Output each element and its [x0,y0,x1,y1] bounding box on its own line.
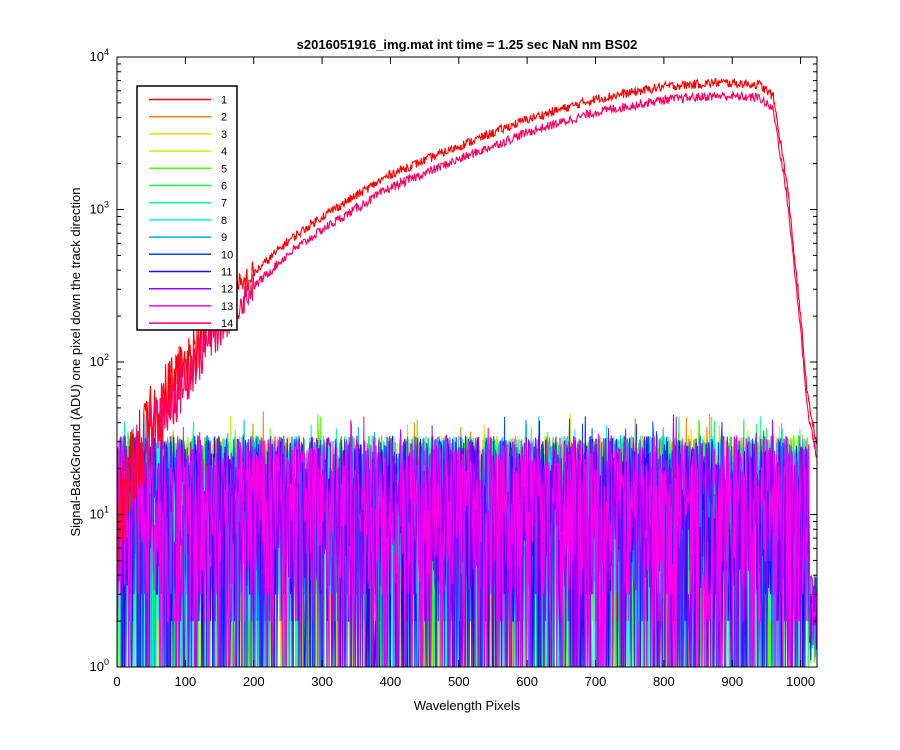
y-tick-label: 102 [90,352,109,369]
legend-label-12: 12 [221,284,233,296]
tick-layer: 0 100 200 300 400 500 600 700 800 900 100010010110… [90,47,817,689]
x-tick-label: 1000 [786,674,815,689]
x-tick-label: 800 [653,674,675,689]
x-tick-label: 0 [113,674,120,689]
legend-label-5: 5 [221,163,227,175]
legend-label-6: 6 [221,181,227,193]
legend-label-3: 3 [221,129,227,141]
x-tick-label: 700 [585,674,607,689]
x-tick-label: 900 [721,674,743,689]
x-tick-label: 100 [175,674,197,689]
legend-label-14: 14 [221,318,233,330]
y-tick-label: 100 [90,657,109,674]
legend-label-10: 10 [221,249,233,261]
y-tick-label: 101 [90,505,109,522]
chart-title: s2016051916_img.mat int time = 1.25 sec … [297,37,638,52]
legend-label-1: 1 [221,95,227,107]
legend-label-9: 9 [221,232,227,244]
legend-label-4: 4 [221,146,227,158]
legend-label-11: 11 [221,267,232,279]
x-tick-label: 500 [448,674,470,689]
x-tick-label: 400 [380,674,402,689]
x-axis-label: Wavelength Pixels [414,698,521,713]
y-tick-label: 103 [90,200,109,217]
series-13-line [117,416,817,667]
legend-label-7: 7 [221,198,227,210]
legend-label-2: 2 [221,112,227,124]
y-axis-label: Signal-BackGround (ADU) one pixel down t… [68,187,83,536]
y-tick-label: 104 [90,47,109,64]
legend-label-8: 8 [221,215,227,227]
x-tick-label: 600 [516,674,538,689]
x-tick-label: 300 [311,674,333,689]
legend-label-13: 13 [221,301,233,313]
x-tick-label: 200 [243,674,265,689]
